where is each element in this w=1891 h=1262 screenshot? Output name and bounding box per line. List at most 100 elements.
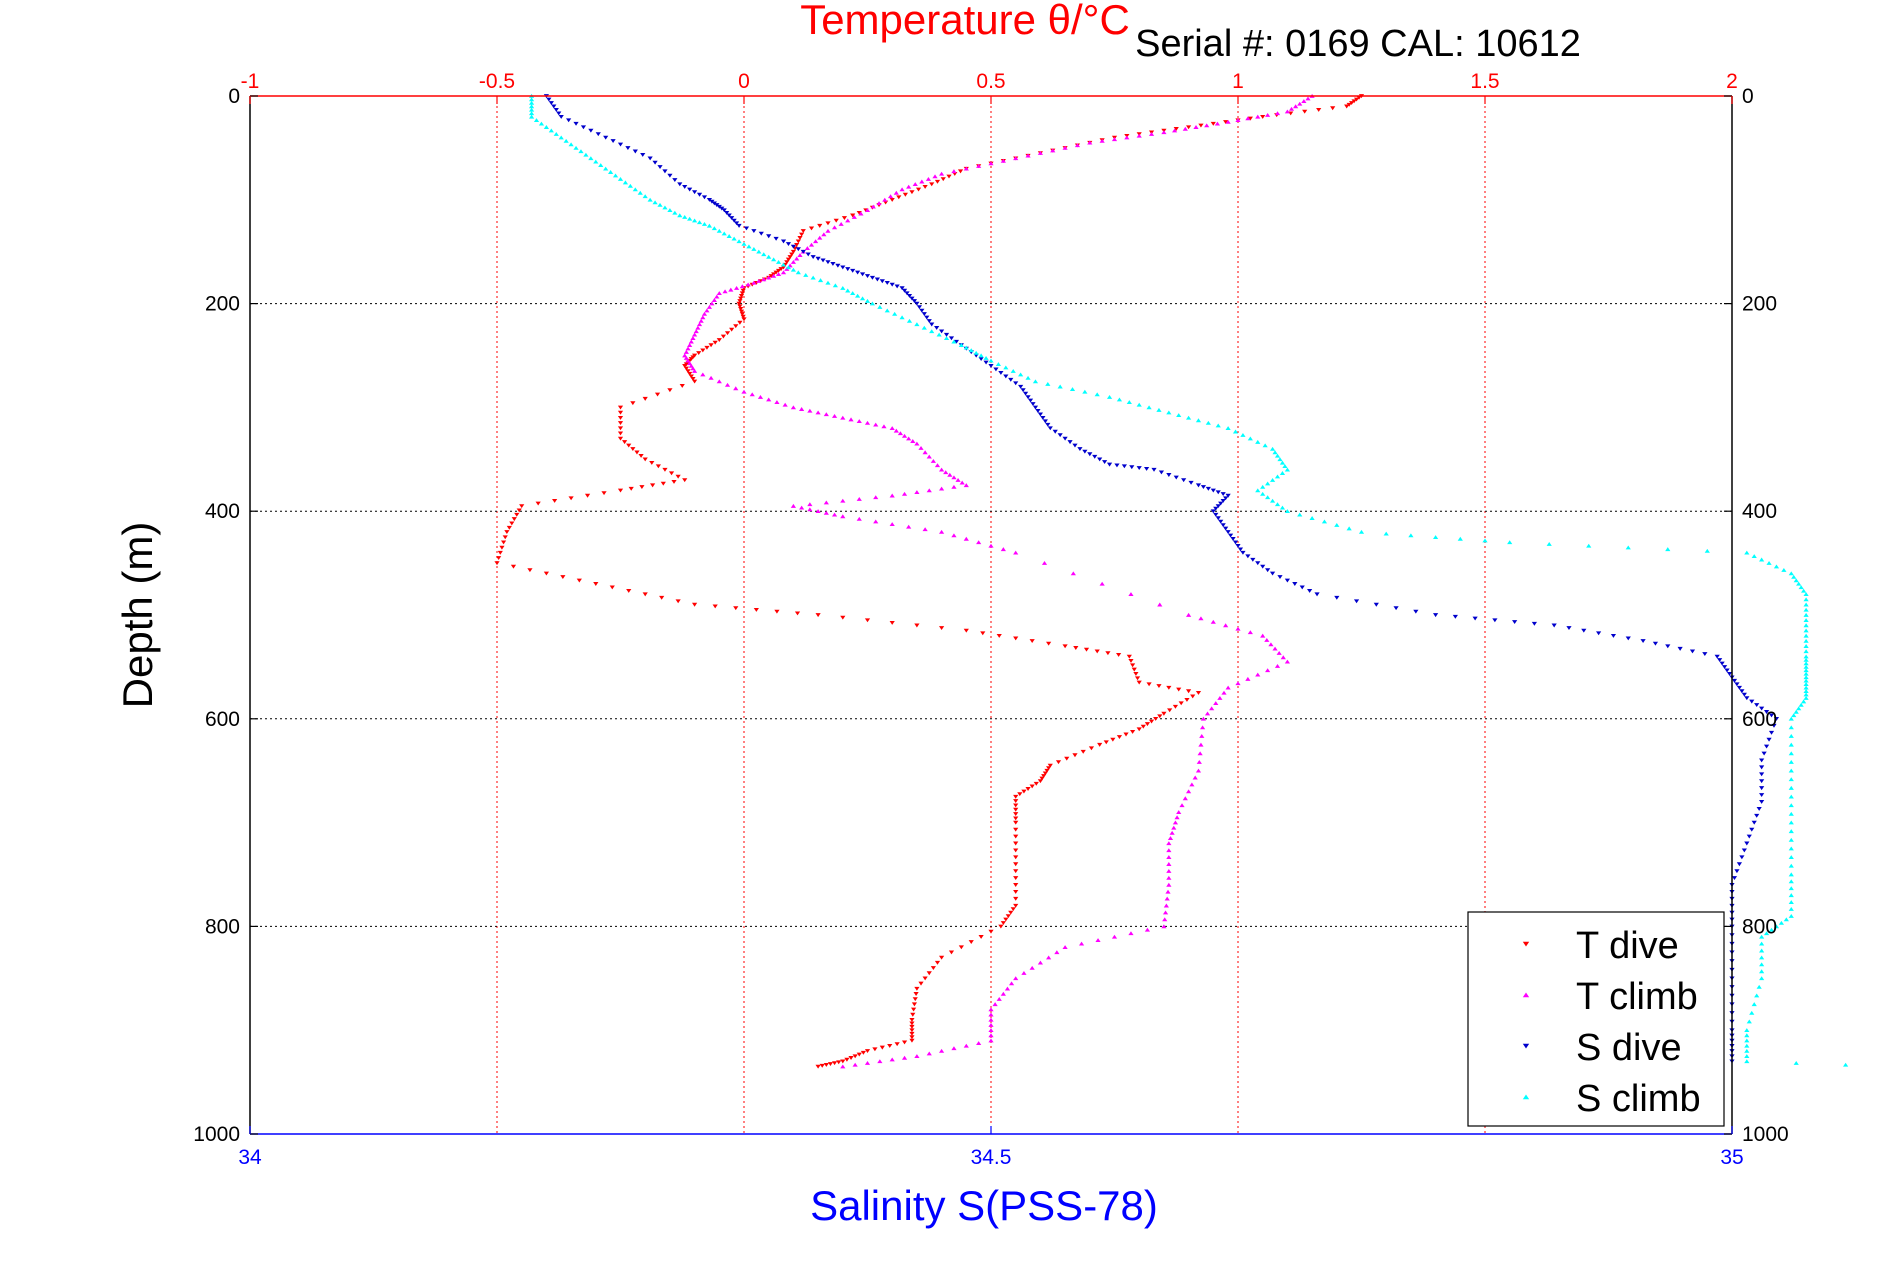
- data-point: [1021, 789, 1027, 794]
- data-point: [1803, 607, 1809, 612]
- data-point: [622, 180, 629, 185]
- series-s-dive: [543, 94, 1780, 1064]
- data-point: [1788, 846, 1794, 851]
- data-point: [785, 242, 792, 246]
- data-point: [693, 329, 699, 334]
- data-point: [712, 604, 718, 609]
- data-point: [874, 277, 880, 282]
- data-point: [566, 118, 572, 123]
- data-point: [914, 322, 920, 327]
- data-point: [1373, 602, 1379, 607]
- data-point: [1062, 145, 1068, 150]
- data-point: [1017, 792, 1023, 797]
- data-point: [976, 1041, 982, 1045]
- data-point: [1383, 531, 1389, 536]
- data-point: [667, 388, 673, 393]
- data-point: [1265, 668, 1271, 673]
- data-point: [820, 258, 826, 263]
- data-point: [1803, 678, 1809, 683]
- data-point: [519, 504, 525, 509]
- data-point: [797, 236, 803, 240]
- data-point: [1039, 776, 1045, 781]
- data-point: [726, 213, 732, 218]
- data-point: [1172, 704, 1179, 709]
- data-point: [1057, 433, 1063, 438]
- data-point: [558, 114, 564, 119]
- data-point: [1744, 696, 1750, 701]
- data-point: [1099, 581, 1105, 586]
- data-point: [909, 296, 915, 301]
- data-point: [625, 146, 631, 150]
- data-point: [1803, 633, 1809, 638]
- x-bottom-tick-label: 34.5: [971, 1146, 1012, 1169]
- y-tick-label: 200: [205, 293, 240, 316]
- data-point: [1731, 876, 1738, 881]
- data-point: [924, 315, 930, 320]
- data-point: [1751, 820, 1757, 825]
- data-point: [733, 285, 740, 290]
- data-point: [1744, 550, 1750, 555]
- data-point: [593, 159, 599, 164]
- data-point: [790, 249, 796, 254]
- data-point: [738, 293, 745, 298]
- data-point: [797, 253, 803, 257]
- data-point: [642, 396, 648, 401]
- data-point: [1793, 1060, 1799, 1065]
- data-point: [1803, 602, 1809, 607]
- data-point: [1172, 128, 1178, 133]
- data-point: [1788, 742, 1794, 747]
- data-point: [630, 447, 636, 451]
- data-point: [1158, 470, 1165, 475]
- data-point: [1179, 803, 1185, 808]
- data-point: [1796, 581, 1802, 586]
- data-point: [1260, 564, 1266, 569]
- data-point: [1186, 789, 1192, 794]
- data-point: [1736, 862, 1743, 867]
- data-point: [746, 244, 752, 249]
- data-point: [1763, 710, 1770, 714]
- data-point: [929, 329, 935, 334]
- data-point: [1803, 592, 1809, 597]
- data-point: [951, 1046, 957, 1051]
- data-point: [1013, 816, 1019, 821]
- data-point: [736, 301, 742, 306]
- data-point: [1010, 368, 1016, 373]
- data-point: [911, 299, 918, 304]
- data-point: [504, 530, 510, 535]
- data-point: [1136, 727, 1142, 732]
- data-point: [622, 440, 628, 445]
- data-point: [859, 296, 866, 301]
- data-point: [1157, 714, 1163, 719]
- data-point: [1788, 907, 1794, 911]
- data-point: [1247, 630, 1253, 635]
- data-point: [1288, 106, 1295, 111]
- data-point: [1223, 526, 1229, 531]
- data-point: [800, 229, 806, 234]
- data-point: [627, 183, 633, 188]
- data-point: [1054, 950, 1060, 955]
- data-point: [1032, 379, 1039, 384]
- data-point: [1169, 830, 1175, 835]
- data-point: [1796, 706, 1802, 711]
- data-point: [864, 1049, 871, 1054]
- data-point: [807, 502, 813, 507]
- chart-title: Temperature θ/°C: [800, 0, 1130, 43]
- data-point: [1225, 685, 1231, 690]
- data-point: [1702, 652, 1708, 657]
- data-point: [1210, 121, 1216, 126]
- data-point: [511, 517, 517, 522]
- data-point: [901, 1055, 908, 1060]
- data-point: [943, 336, 950, 341]
- data-point: [626, 588, 632, 593]
- data-point: [668, 471, 675, 476]
- data-point: [1167, 708, 1173, 713]
- data-point: [1042, 419, 1048, 424]
- data-point: [696, 351, 702, 355]
- data-point: [1260, 633, 1266, 638]
- data-point: [1247, 436, 1253, 441]
- data-point: [553, 108, 559, 112]
- data-point: [813, 239, 819, 244]
- data-point: [1272, 450, 1278, 455]
- data-point: [1186, 125, 1192, 130]
